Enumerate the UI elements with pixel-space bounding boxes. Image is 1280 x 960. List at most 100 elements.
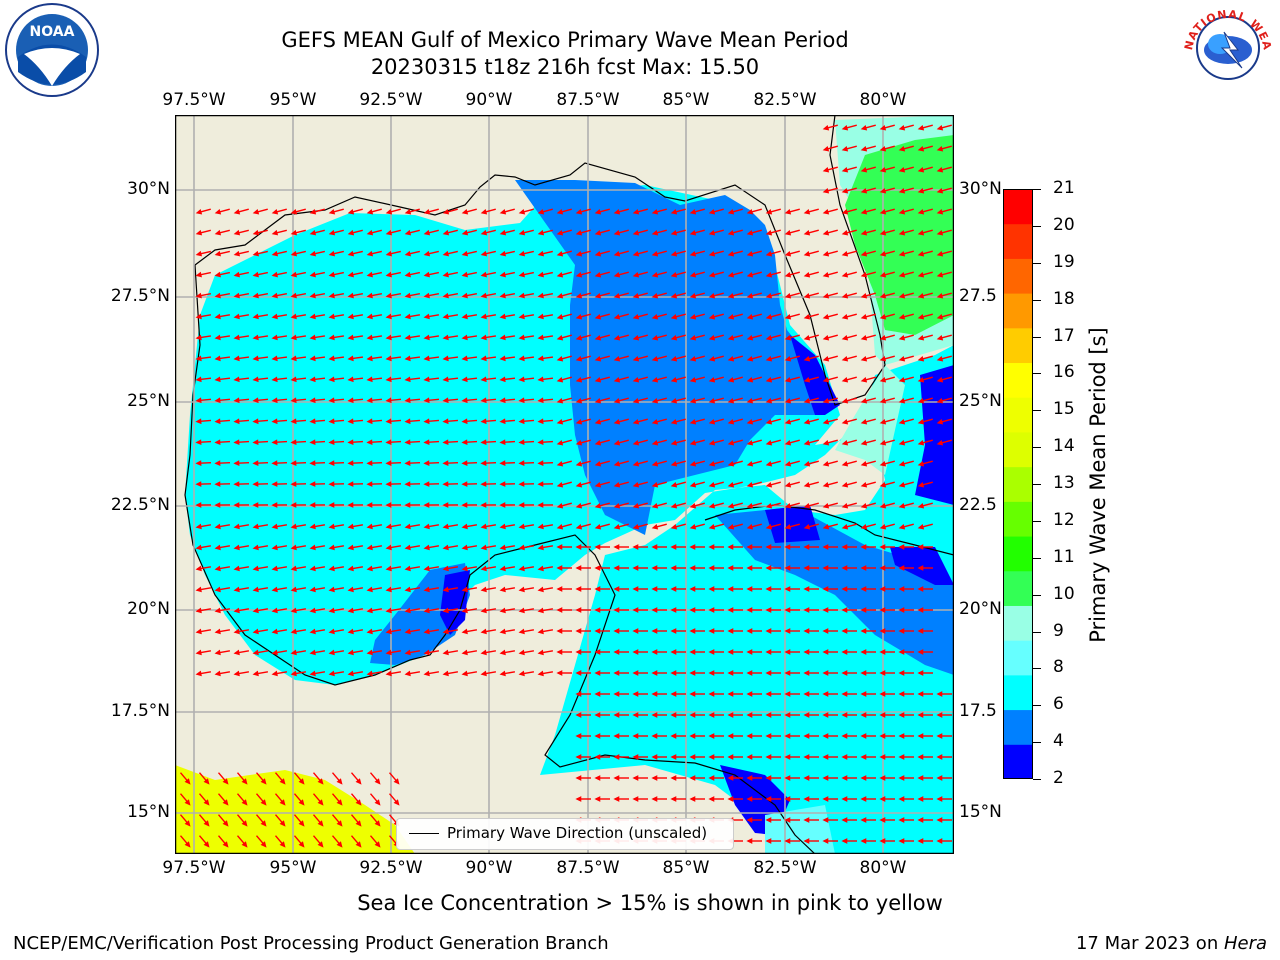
wave-arrow-head — [366, 397, 373, 404]
wave-arrow-head — [651, 313, 659, 320]
wave-arrow-head — [803, 292, 811, 299]
wave-arrow-head — [632, 439, 640, 446]
wave-arrow-head — [575, 775, 582, 781]
wave-arrow-head — [442, 439, 449, 446]
wave-arrow-head — [537, 544, 544, 551]
wave-arrow-head — [575, 271, 583, 278]
wave-arrow-head — [214, 460, 221, 466]
wave-arrow-head — [328, 313, 335, 320]
lat-tick-right: 25°N — [959, 391, 1002, 411]
colorbar-tick-mark — [1033, 225, 1041, 227]
colorbar-tick-label: 12 — [1053, 509, 1075, 530]
wave-arrow-head — [317, 841, 324, 848]
wave-arrow-head — [271, 250, 279, 257]
wave-arrow-head — [499, 313, 506, 320]
wave-arrow-head — [271, 481, 278, 487]
wave-arrow-head — [613, 250, 621, 257]
wave-arrow-head — [860, 124, 868, 131]
colorbar-tick-label: 15 — [1053, 399, 1075, 420]
wave-arrow-head — [385, 460, 392, 466]
wave-arrow-head — [803, 628, 810, 634]
wave-arrow-head — [746, 418, 754, 425]
wave-arrow-head — [271, 565, 278, 572]
wave-arrow-head — [708, 775, 715, 781]
wave-arrow-head — [708, 628, 715, 634]
wave-arrow-head — [442, 355, 449, 362]
wave-arrow-head — [480, 271, 487, 278]
wave-arrow-head — [366, 208, 374, 215]
wave-arrow-head — [594, 754, 601, 760]
wave-arrow-head — [594, 439, 602, 446]
wave-arrow-head — [537, 334, 544, 341]
wave-arrow-head — [252, 439, 259, 446]
lon-tick-top: 95°W — [269, 90, 317, 110]
wave-arrow-head — [803, 586, 810, 592]
wave-arrow-head — [594, 481, 602, 488]
atlantic-green-region — [845, 135, 954, 335]
wave-arrow-head — [708, 796, 715, 802]
wave-arrow-head — [822, 376, 830, 383]
wave-arrow-head — [214, 439, 221, 446]
lat-tick-left: 25°N — [127, 391, 170, 411]
wave-arrow-head — [917, 607, 924, 613]
wave-arrow-head — [746, 271, 754, 278]
wave-arrow-head — [404, 481, 411, 487]
wave-arrow-head — [518, 229, 526, 236]
wave-arrow-head — [195, 229, 203, 236]
wave-arrow-head — [385, 523, 392, 530]
wave-arrow-head — [727, 397, 735, 404]
wave-arrow-head — [366, 334, 373, 341]
wave-arrow-head — [765, 796, 772, 802]
wave-arrow-head — [393, 778, 400, 785]
colorbar-tick-mark — [1033, 336, 1041, 338]
wave-arrow-head — [347, 523, 354, 530]
wave-arrow-head — [385, 649, 392, 656]
wave-arrow-head — [241, 799, 248, 806]
wave-arrow-head — [328, 439, 335, 446]
wave-arrow-head — [195, 628, 202, 635]
wave-arrow-head — [613, 334, 621, 341]
wave-arrow-head — [309, 670, 316, 677]
florida-dark-region — [790, 335, 840, 415]
wave-arrow-head — [195, 376, 202, 383]
wave-arrow-head — [461, 334, 468, 341]
wave-arrow-head — [898, 586, 905, 592]
wave-arrow-head — [309, 649, 316, 656]
wave-arrow-head — [822, 523, 830, 530]
wave-arrow-head — [803, 733, 810, 739]
wave-arrow-head — [841, 628, 848, 634]
wave-arrow-head — [822, 313, 830, 320]
wave-arrow-head — [632, 544, 639, 550]
wave-arrow-head — [480, 397, 487, 404]
wave-arrow-head — [727, 502, 735, 509]
wave-arrow-head — [480, 439, 487, 446]
wave-arrow-head — [784, 292, 792, 299]
wave-arrow-head — [708, 376, 716, 383]
wave-arrow-head — [670, 460, 678, 467]
wave-arrow-head — [727, 481, 735, 488]
wave-arrow-head — [651, 502, 659, 509]
wave-arrow-head — [651, 775, 658, 781]
lon-tick-bottom: 82.5°W — [753, 858, 817, 878]
wave-arrow-head — [689, 229, 697, 236]
wave-arrow-head — [803, 565, 810, 571]
wave-arrow-head — [404, 397, 411, 404]
wave-arrow-head — [184, 841, 191, 848]
wave-arrow-head — [328, 481, 335, 487]
wave-arrow-head — [290, 208, 298, 215]
wave-arrow-head — [746, 733, 753, 739]
wave-arrow-head — [347, 565, 354, 572]
wave-arrow-head — [347, 334, 354, 341]
wave-arrow-head — [252, 334, 259, 341]
wave-arrow-head — [784, 649, 791, 655]
legend-label: Primary Wave Direction (unscaled) — [447, 824, 708, 842]
wave-arrow-head — [233, 376, 240, 383]
wave-arrow-head — [594, 796, 601, 802]
wave-arrow-head — [708, 649, 715, 655]
wave-arrow-head — [385, 628, 392, 635]
wave-arrow-head — [879, 334, 887, 341]
wave-arrow-head — [518, 208, 526, 215]
wave-arrow-head — [556, 670, 563, 676]
wave-arrow-head — [936, 439, 944, 446]
wave-arrow-head — [594, 208, 602, 215]
